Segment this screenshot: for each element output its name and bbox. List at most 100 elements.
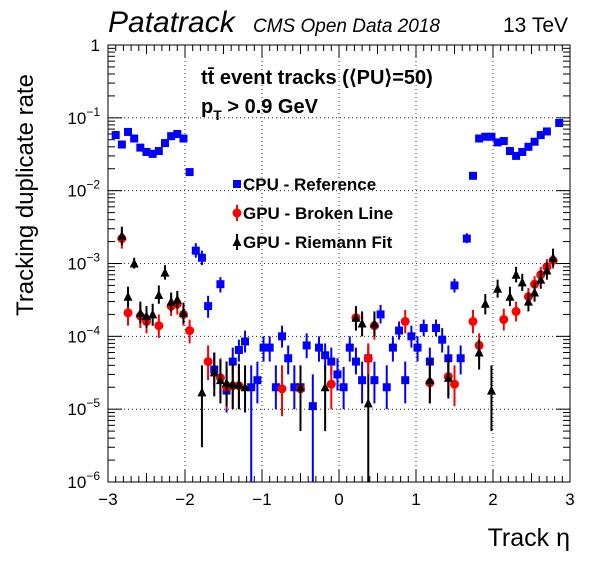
y-tick-label: 10−6: [67, 469, 100, 492]
data-point: [536, 131, 545, 140]
x-tick-label: −2: [175, 490, 194, 509]
data-point: [493, 283, 503, 293]
data-point: [548, 252, 558, 262]
x-tick-label: −3: [98, 490, 117, 509]
data-point: [117, 140, 126, 149]
x-tick-label: 0: [334, 490, 343, 509]
data-point: [265, 343, 274, 352]
data-point: [432, 324, 441, 333]
axes: −3 −2 −1 0 1 2 3 10−6 10−5 10−4 10−3 10−2 10−1 1: [67, 36, 574, 509]
data-point: [536, 274, 546, 284]
data-point: [480, 298, 490, 308]
data-point: [486, 385, 496, 395]
data-point: [135, 307, 145, 317]
data-point: [487, 132, 496, 141]
data-point: [228, 357, 237, 366]
data-point: [278, 332, 287, 341]
data-point: [425, 375, 435, 385]
data-point: [216, 280, 225, 289]
data-point: [314, 343, 323, 352]
y-tick-label: 10−4: [67, 323, 100, 346]
data-point: [351, 357, 360, 366]
data-point: [142, 147, 151, 156]
data-point: [512, 151, 521, 160]
data-point: [277, 384, 287, 394]
data-point: [123, 291, 133, 301]
data-point: [505, 291, 515, 301]
data-point: [117, 230, 127, 240]
data-point: [234, 379, 244, 389]
data-point: [129, 258, 139, 268]
data-point: [308, 402, 317, 411]
data-point: [148, 309, 158, 319]
data-point: [302, 341, 311, 350]
y-tick-label: 1: [91, 36, 100, 55]
data-point: [518, 147, 527, 156]
data-point: [443, 372, 453, 382]
data-point: [333, 370, 342, 379]
x-tick-label: −1: [252, 490, 271, 509]
data-point: [382, 383, 391, 392]
legend: CPU - Reference GPU - Broken Line GPU - Ri…: [232, 175, 393, 252]
legend-label: GPU - Riemann Fit: [243, 233, 393, 252]
legend-label: GPU - Broken Line: [243, 204, 393, 223]
energy-label: 13 TeV: [503, 14, 568, 37]
data-point: [542, 265, 552, 275]
data-point: [474, 347, 484, 357]
data-point: [400, 316, 410, 326]
data-point: [468, 171, 477, 180]
data-point: [240, 382, 250, 392]
data-point: [197, 253, 206, 262]
pt-threshold: > 0.9 GeV: [222, 96, 319, 118]
x-axis-label: Track η: [488, 524, 570, 552]
y-tick-label: 10−1: [67, 105, 100, 128]
data-point: [450, 379, 459, 389]
header: Patatrack CMS Open Data 2018 13 TeV: [108, 6, 568, 39]
data-point: [505, 147, 514, 156]
data-point: [517, 277, 527, 287]
data-point: [530, 137, 539, 146]
pt-symbol: p: [201, 96, 213, 118]
data-point: [259, 343, 268, 352]
data-point: [499, 137, 508, 146]
data-point: [204, 302, 213, 311]
data-point: [154, 289, 164, 299]
y-tick-label: 10−3: [67, 251, 100, 274]
data-point: [130, 134, 139, 143]
data-point: [511, 306, 521, 316]
grid: [107, 44, 571, 483]
process-annotation: tt̄ event tracks (⟨PU⟩=50): [201, 67, 433, 89]
data-point: [111, 131, 120, 140]
data-point: [407, 332, 416, 341]
data-point: [468, 316, 478, 326]
series-2: [117, 226, 558, 482]
data-point: [160, 267, 170, 277]
data-point: [179, 134, 188, 143]
data-point: [511, 269, 521, 279]
legend-label: CPU - Reference: [243, 175, 376, 194]
data-point: [419, 324, 428, 333]
data-point: [148, 149, 157, 158]
data-point: [481, 132, 490, 141]
data-point: [363, 353, 373, 363]
data-point: [450, 281, 459, 290]
annotations: tt̄ event tracks (⟨PU⟩=50) pT > 0.9 GeV: [201, 67, 433, 123]
data-point: [209, 367, 219, 377]
data-point: [376, 310, 385, 319]
y-tick-label: 10−5: [67, 396, 100, 419]
data-point: [401, 376, 410, 385]
data-point: [363, 398, 373, 408]
legend-marker: [233, 180, 241, 188]
data-series: [111, 118, 564, 482]
data-point: [136, 143, 145, 152]
data-point: [173, 129, 182, 138]
data-point: [154, 321, 164, 331]
data-point: [290, 383, 299, 392]
data-point: [241, 337, 250, 346]
data-point: [456, 354, 465, 363]
legend-marker: [232, 237, 242, 246]
data-point: [284, 354, 293, 363]
data-point: [357, 318, 367, 328]
data-point: [345, 343, 354, 352]
